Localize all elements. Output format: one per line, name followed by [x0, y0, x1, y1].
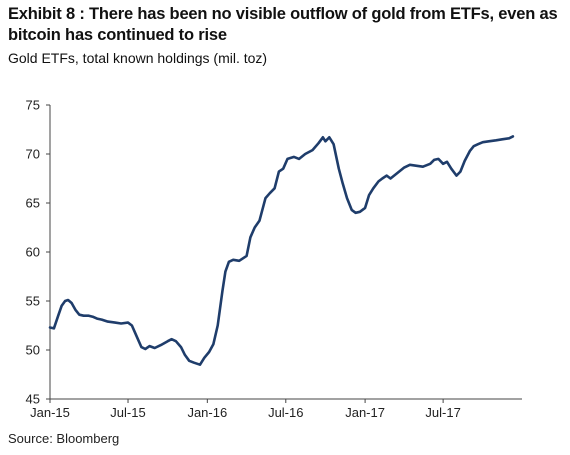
- x-tick-label: Jul-15: [110, 405, 145, 420]
- x-tick-label: Jan-15: [30, 405, 70, 420]
- source-note: Source: Bloomberg: [8, 431, 120, 446]
- x-tick-label: Jul-17: [425, 405, 460, 420]
- y-tick-label: 75: [26, 98, 40, 113]
- y-tick-label: 45: [26, 392, 40, 407]
- gold-etf-holdings-line: [48, 135, 515, 367]
- x-tick-label: Jan-16: [187, 405, 227, 420]
- chart-subtitle: Gold ETFs, total known holdings (mil. to…: [8, 50, 268, 66]
- y-axis: 45 50 55 60 65 70 75: [26, 98, 51, 407]
- x-tick-label: Jul-16: [268, 405, 303, 420]
- y-tick-label: 65: [26, 196, 40, 211]
- y-tick-label: 60: [26, 245, 40, 260]
- y-tick-label: 55: [26, 294, 40, 309]
- x-tick-label: Jan-17: [345, 405, 385, 420]
- y-tick-label: 50: [26, 343, 40, 358]
- chart-title: Exhibit 8 : There has been no visible ou…: [8, 5, 558, 44]
- y-tick-label: 70: [26, 147, 40, 162]
- x-axis: Jan-15 Jul-15 Jan-16 Jul-16 Jan-17 Jul-17: [30, 398, 522, 420]
